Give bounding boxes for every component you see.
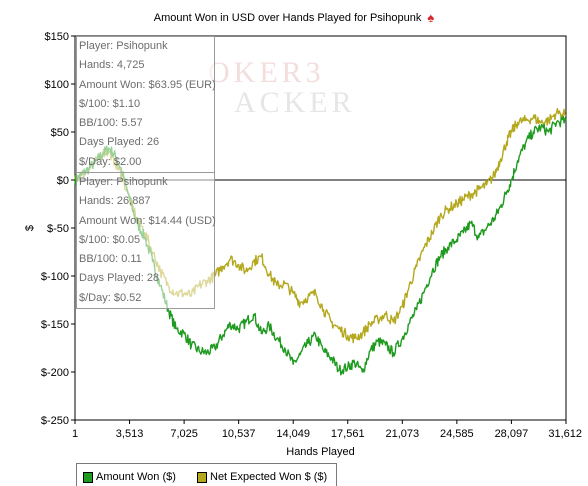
x-tick-label: 21,073 xyxy=(385,428,419,440)
y-tick-label: $150 xyxy=(45,31,69,43)
x-tick-label: 31,612 xyxy=(548,428,582,440)
stat-dollars-per-day: $/Day: $0.52 xyxy=(79,291,142,304)
stat-hands: Hands: 4,725 xyxy=(79,59,145,72)
watermark-line-2: ACKER xyxy=(234,86,356,119)
x-tick-label: 7,025 xyxy=(170,428,198,440)
stat-amount-won: Amount Won: $14.44 (USD) xyxy=(79,214,216,227)
legend-label-amount-won: Amount Won ($) xyxy=(96,471,176,483)
x-tick-label: 28,097 xyxy=(495,428,529,440)
x-tick-label: 14,049 xyxy=(276,428,310,440)
stat-hands: Hands: 26,887 xyxy=(79,195,151,208)
stat-dollars-per-100: $/100: $0.05 xyxy=(79,233,141,246)
y-tick-label: $-250 xyxy=(41,415,69,427)
chart-title: Amount Won in USD over Hands Played for … xyxy=(0,10,588,25)
stat-bb-per-100: BB/100: 5.57 xyxy=(79,117,143,130)
spade-icon: ♠ xyxy=(427,10,435,25)
stat-amount-won: Amount Won: $63.95 (EUR) xyxy=(79,78,216,91)
y-tick-label: $-50 xyxy=(47,223,69,235)
x-tick-label: 1 xyxy=(72,428,78,440)
player-stats-box-eur: Player: Psihopunk Hands: 4,725 Amount Wo… xyxy=(76,36,216,173)
legend-swatch-amount-won xyxy=(83,471,93,483)
stat-days-played: Days Played: 26 xyxy=(79,136,160,149)
y-tick-label: $-100 xyxy=(41,271,69,283)
legend-swatch-net-expected xyxy=(197,471,207,483)
y-tick-label: $50 xyxy=(51,127,69,139)
x-axis-label: Hands Played xyxy=(286,446,355,458)
x-tick-label: 24,585 xyxy=(440,428,474,440)
x-tick-label: 3,513 xyxy=(116,428,144,440)
y-tick-label: $-200 xyxy=(41,367,69,379)
stat-bb-per-100: BB/100: 0.11 xyxy=(79,253,142,266)
y-axis-label: $ xyxy=(24,225,36,231)
x-tick-label: 10,537 xyxy=(222,428,256,440)
y-tick-label: $0 xyxy=(57,175,69,187)
stat-days-played: Days Played: 28 xyxy=(79,272,160,285)
y-tick-label: $100 xyxy=(45,79,69,91)
stat-player: Player: Psihopunk xyxy=(79,176,168,188)
legend-item-amount-won[interactable]: Amount Won ($) xyxy=(83,471,176,483)
y-tick-label: $-150 xyxy=(41,319,69,331)
watermark-line-1: OKER3 xyxy=(208,56,325,89)
x-tick-label: 17,561 xyxy=(331,428,365,440)
stat-dollars-per-100: $/100: $1.10 xyxy=(79,97,141,110)
poker-tracker-watermark: OKER3 ACKER xyxy=(208,58,356,118)
chart-title-text: Amount Won in USD over Hands Played for … xyxy=(153,12,422,24)
stat-player: Player: Psihopunk xyxy=(79,40,168,52)
player-stats-box-usd: Player: Psihopunk Hands: 26,887 Amount W… xyxy=(76,172,216,310)
chart-legend: Amount Won ($) Net Expected Won $ ($) xyxy=(76,463,337,486)
legend-item-net-expected[interactable]: Net Expected Won $ ($) xyxy=(197,471,327,483)
legend-label-net-expected: Net Expected Won $ ($) xyxy=(210,471,328,483)
stat-dollars-per-day: $/Day: $2.00 xyxy=(79,155,142,168)
